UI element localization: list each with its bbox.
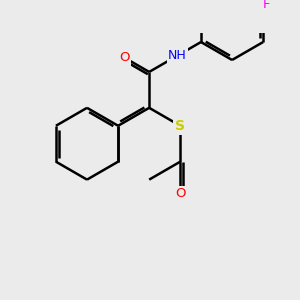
Text: O: O (119, 51, 130, 64)
Text: S: S (175, 119, 185, 133)
Text: F: F (263, 0, 270, 11)
Text: O: O (175, 188, 185, 200)
Text: NH: NH (168, 49, 187, 62)
